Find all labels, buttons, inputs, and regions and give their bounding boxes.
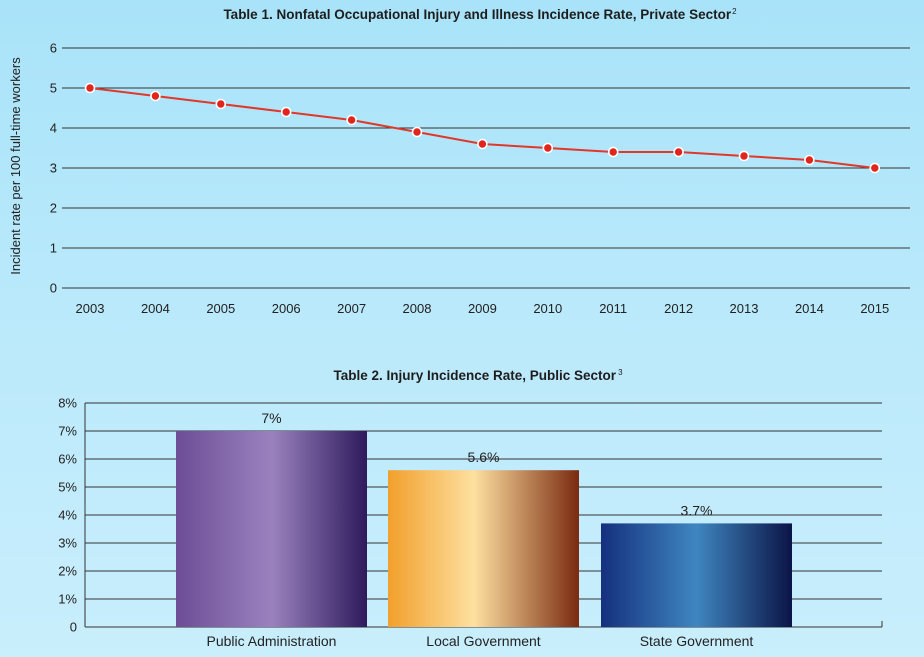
line-chart-title: Table 1. Nonfatal Occupational Injury an… (223, 7, 737, 22)
bar-chart-bar (176, 431, 367, 627)
bar-chart: Table 2. Injury Incidence Rate, Public S… (58, 368, 883, 649)
bar-chart-bars: 7% 5.6% 3.7% (176, 410, 792, 627)
bar-chart-bar (388, 470, 579, 627)
line-chart-y-tick-label: 2 (50, 201, 57, 216)
bar-chart-data-label: 7% (261, 410, 281, 426)
line-chart-x-tick-label: 2009 (468, 301, 497, 316)
line-chart-point (346, 114, 357, 126)
line-chart-y-ticks: 0 1 2 3 4 5 6 (50, 41, 57, 296)
bar-chart-y-tick-label: 6% (58, 452, 77, 467)
line-chart-point (411, 126, 423, 138)
line-chart: Table 1. Nonfatal Occupational Injury an… (8, 7, 910, 316)
bar-chart-data-label: 3.7% (681, 502, 713, 518)
line-chart-x-ticks: 2003 2004 2005 2006 2007 2008 2009 2010 2011 2012… (76, 301, 890, 316)
line-chart-x-tick-label: 2007 (337, 301, 366, 316)
line-chart-point (280, 106, 292, 118)
line-chart-x-tick-label: 2010 (533, 301, 562, 316)
bar-chart-data-label: 5.6% (468, 449, 500, 465)
line-chart-x-tick-label: 2003 (76, 301, 105, 316)
line-chart-point (607, 146, 619, 158)
bar-chart-category-label: Public Administration (207, 633, 337, 649)
line-chart-x-tick-label: 2006 (272, 301, 301, 316)
line-chart-point (738, 150, 750, 162)
bar-chart-y-tick-label: 0 (70, 620, 77, 635)
line-chart-y-tick-label: 3 (50, 161, 57, 176)
line-chart-point (150, 90, 161, 102)
line-chart-x-tick-label: 2013 (730, 301, 759, 316)
line-chart-x-tick-label: 2012 (664, 301, 693, 316)
bar-chart-bar (601, 523, 792, 627)
line-chart-y-tick-label: 5 (50, 81, 57, 96)
bar-chart-y-tick-label: 8% (58, 396, 77, 411)
bar-chart-y-tick-label: 3% (58, 536, 77, 551)
bar-chart-y-ticks: 0 1% 2% 3% 4% 5% 6% 7% 8% (58, 396, 77, 635)
line-chart-x-tick-label: 2014 (795, 301, 824, 316)
bar-chart-category-label: State Government (640, 633, 754, 649)
line-chart-point (542, 142, 554, 154)
line-chart-y-axis-label: Incident rate per 100 full-time workers (8, 57, 23, 275)
line-chart-point (673, 146, 684, 158)
bar-chart-y-tick-label: 1% (58, 592, 77, 607)
line-chart-point (869, 162, 881, 174)
line-chart-x-tick-label: 2015 (860, 301, 889, 316)
bar-chart-category-label: Local Government (426, 633, 541, 649)
line-chart-x-tick-label: 2011 (599, 301, 627, 316)
line-chart-y-tick-label: 0 (50, 281, 57, 296)
line-chart-point (84, 82, 96, 94)
line-chart-x-tick-label: 2008 (403, 301, 432, 316)
line-chart-y-tick-label: 4 (50, 121, 57, 136)
line-chart-x-tick-label: 2004 (141, 301, 170, 316)
bar-chart-y-tick-label: 5% (58, 480, 77, 495)
line-chart-point (477, 138, 488, 150)
bar-chart-y-tick-label: 7% (58, 424, 77, 439)
line-chart-y-tick-label: 1 (50, 241, 57, 256)
line-chart-point (804, 154, 815, 166)
bar-chart-title: Table 2. Injury Incidence Rate, Public S… (333, 368, 623, 383)
bar-chart-y-tick-label: 4% (58, 508, 77, 523)
bar-chart-x-ticks: Public Administration Local Government Sta… (207, 633, 754, 649)
line-chart-x-tick-label: 2005 (206, 301, 235, 316)
line-chart-series (84, 82, 881, 174)
bar-chart-y-tick-label: 2% (58, 564, 77, 579)
line-chart-point (215, 98, 227, 110)
line-chart-grid (62, 47, 910, 289)
line-chart-y-tick-label: 6 (50, 41, 57, 56)
